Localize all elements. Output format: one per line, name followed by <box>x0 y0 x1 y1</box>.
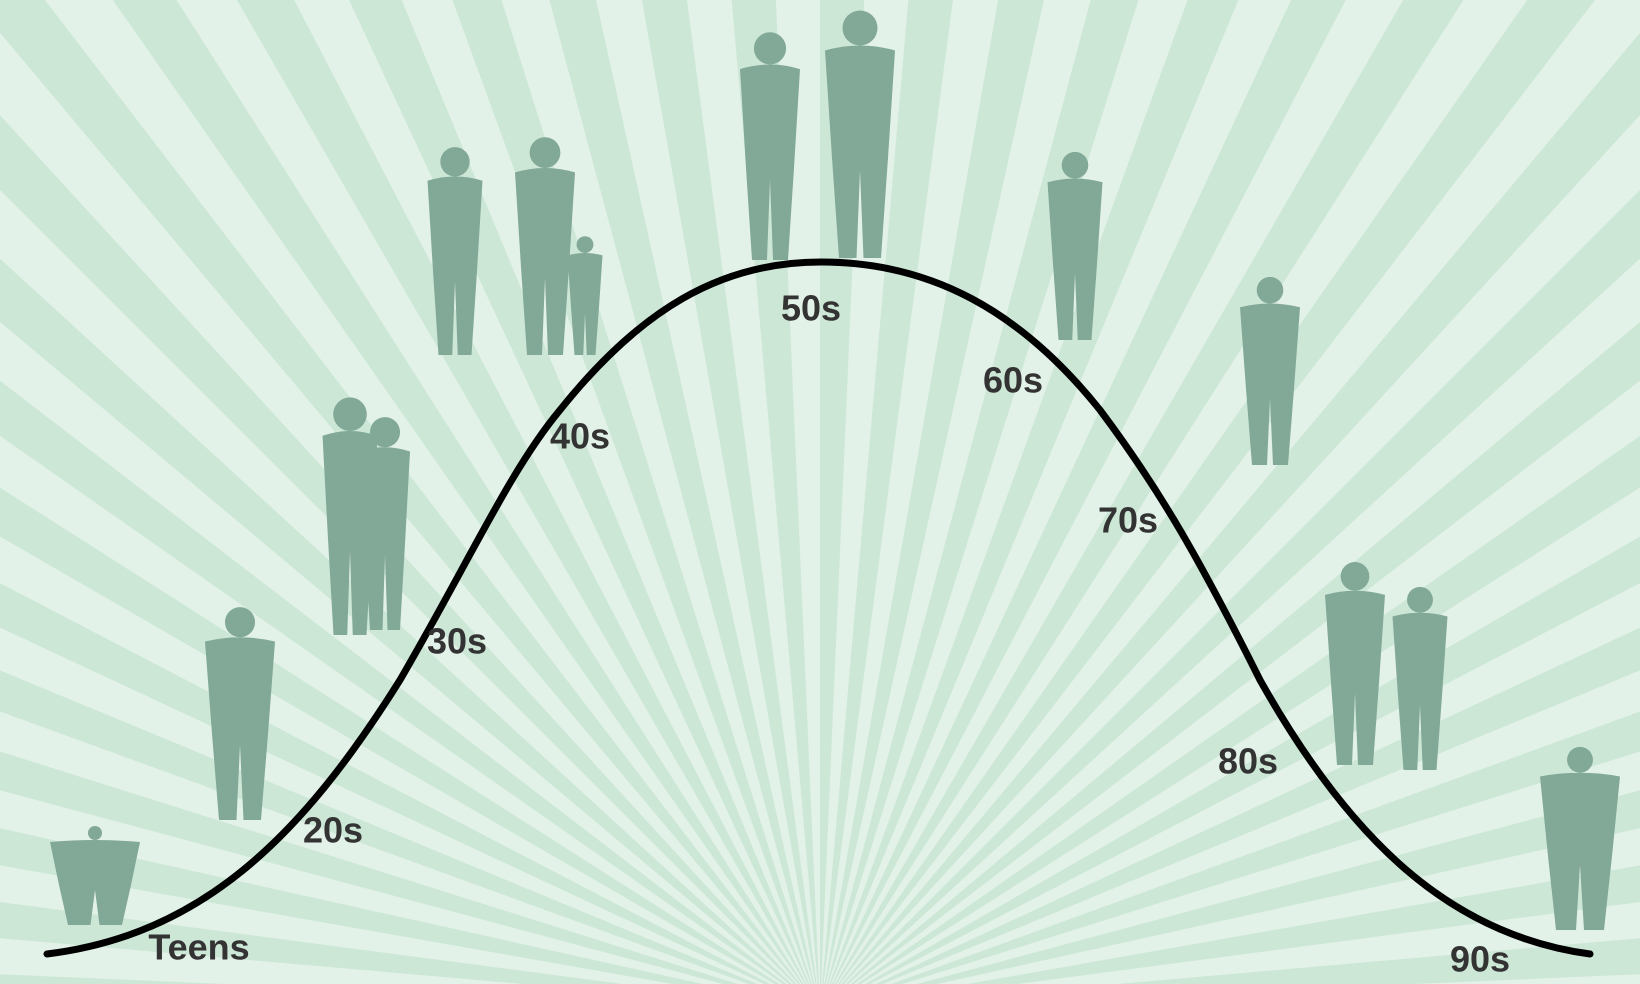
age-label: 80s <box>1218 741 1278 782</box>
head <box>370 417 400 447</box>
head <box>88 826 102 840</box>
head <box>440 147 469 176</box>
head <box>843 11 878 46</box>
age-label: 40s <box>550 416 610 457</box>
age-label: 90s <box>1450 939 1510 980</box>
age-label: 70s <box>1098 500 1158 541</box>
head <box>1567 747 1593 773</box>
age-label: 20s <box>303 810 363 851</box>
head <box>1062 152 1089 179</box>
head <box>530 137 561 168</box>
head <box>225 607 255 637</box>
age-label: 60s <box>983 360 1043 401</box>
age-label: Teens <box>148 927 249 968</box>
life-curve-diagram: Teens 20s 30s 40s 50s 60s 70s 80s 90s <box>0 0 1640 984</box>
head <box>1407 587 1433 613</box>
head <box>754 32 786 64</box>
head <box>1257 277 1284 304</box>
page: Teens20s30s40s50s60s70s80s90s (() => { c… <box>0 0 1640 984</box>
head <box>577 236 594 253</box>
age-label: 50s <box>781 288 841 329</box>
head <box>333 397 367 431</box>
age-label: 30s <box>427 621 487 662</box>
head <box>1341 562 1370 591</box>
